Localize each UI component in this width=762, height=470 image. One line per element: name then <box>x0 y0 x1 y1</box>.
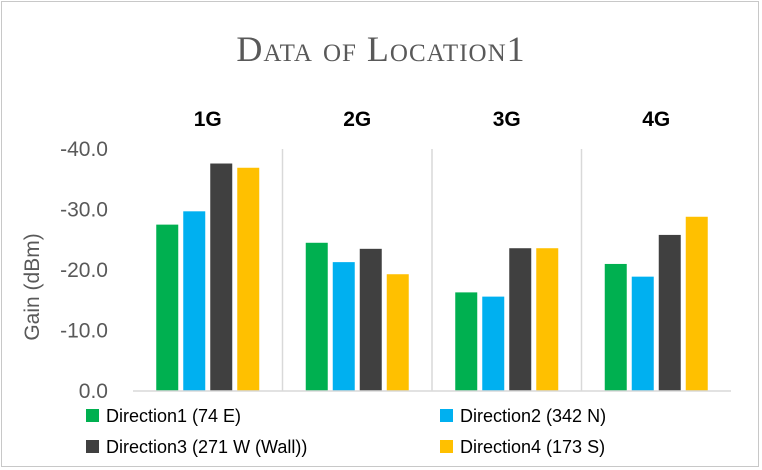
category-label: 4G <box>642 108 670 131</box>
legend-label: Direction3 (271 W (Wall)) <box>106 437 307 457</box>
bar <box>509 248 532 391</box>
bar <box>536 248 559 391</box>
category-label: 1G <box>194 108 222 131</box>
bar <box>156 224 179 391</box>
bar <box>604 263 627 391</box>
bar <box>305 242 328 391</box>
legend-swatch <box>86 409 99 422</box>
bar <box>183 211 206 391</box>
chart-title: Data of Location1 <box>236 29 525 69</box>
y-tick-label: 0.0 <box>79 380 108 403</box>
bar <box>210 163 233 391</box>
y-tick-label: -10.0 <box>60 320 108 343</box>
legend-label: Direction4 (173 S) <box>460 437 605 457</box>
category-label: 3G <box>493 108 521 131</box>
bar <box>685 216 708 391</box>
y-tick-label: -30.0 <box>60 199 108 222</box>
legend-swatch <box>440 440 453 453</box>
bar <box>386 274 409 391</box>
legend-swatch <box>86 440 99 453</box>
category-label: 2G <box>343 108 371 131</box>
y-axis-label: Gain (dBm) <box>21 233 44 340</box>
bar <box>237 167 260 391</box>
bar <box>631 276 654 391</box>
legend-swatch <box>440 409 453 422</box>
bar <box>332 262 355 391</box>
bar <box>482 296 505 391</box>
bar <box>359 248 382 391</box>
legend-label: Direction2 (342 N) <box>460 406 606 426</box>
legend-label: Direction1 (74 E) <box>106 406 241 426</box>
bar <box>658 234 681 391</box>
y-tick-label: -40.0 <box>60 138 108 161</box>
y-tick-label: -20.0 <box>60 259 108 282</box>
bar <box>455 292 478 391</box>
